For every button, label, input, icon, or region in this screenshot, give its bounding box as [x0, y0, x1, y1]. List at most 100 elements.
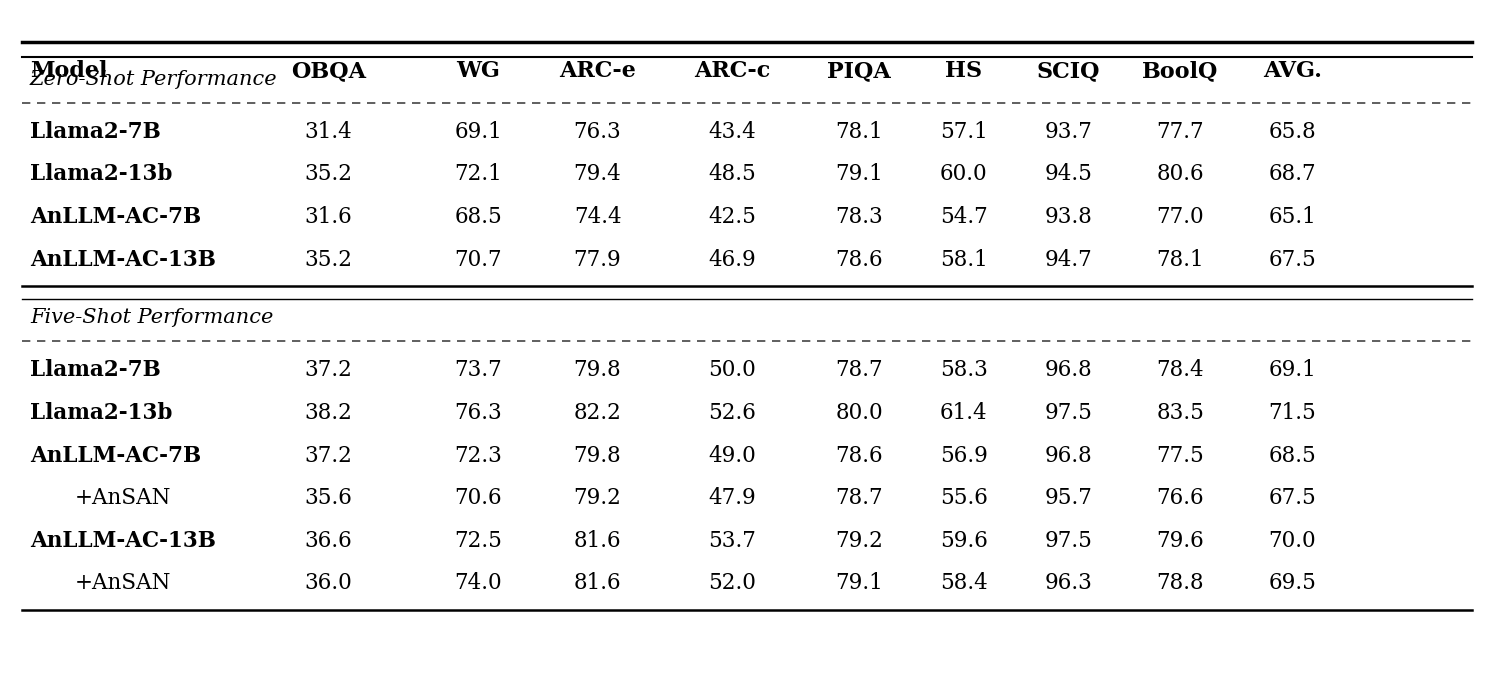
Text: 74.0: 74.0	[454, 573, 502, 594]
Text: AnLLM-AC-7B: AnLLM-AC-7B	[30, 206, 202, 228]
Text: Five-Shot Performance: Five-Shot Performance	[30, 308, 273, 327]
Text: +AnSAN: +AnSAN	[75, 573, 172, 594]
Text: 58.3: 58.3	[940, 360, 988, 381]
Text: AnLLM-AC-13B: AnLLM-AC-13B	[30, 530, 215, 552]
Text: 74.4: 74.4	[574, 206, 622, 228]
Text: +AnSAN: +AnSAN	[75, 487, 172, 509]
Text: 57.1: 57.1	[940, 121, 988, 143]
Text: 54.7: 54.7	[940, 206, 988, 228]
Text: 35.6: 35.6	[305, 487, 353, 509]
Text: 71.5: 71.5	[1268, 402, 1316, 424]
Text: 79.8: 79.8	[574, 445, 622, 466]
Text: 35.2: 35.2	[305, 249, 353, 270]
Text: 78.4: 78.4	[1156, 360, 1204, 381]
Text: 72.1: 72.1	[454, 164, 502, 185]
Text: 76.3: 76.3	[574, 121, 622, 143]
Text: 77.5: 77.5	[1156, 445, 1204, 466]
Text: 60.0: 60.0	[940, 164, 988, 185]
Text: 97.5: 97.5	[1044, 402, 1092, 424]
Text: 69.1: 69.1	[454, 121, 502, 143]
Text: 79.2: 79.2	[574, 487, 622, 509]
Text: 55.6: 55.6	[940, 487, 988, 509]
Text: 77.0: 77.0	[1156, 206, 1204, 228]
Text: 76.6: 76.6	[1156, 487, 1204, 509]
Text: 78.1: 78.1	[1156, 249, 1204, 270]
Text: 79.4: 79.4	[574, 164, 622, 185]
Text: 69.1: 69.1	[1268, 360, 1316, 381]
Text: WG: WG	[456, 60, 500, 82]
Text: 52.6: 52.6	[708, 402, 756, 424]
Text: Llama2-13b: Llama2-13b	[30, 402, 172, 424]
Text: 37.2: 37.2	[305, 360, 353, 381]
Text: 77.7: 77.7	[1156, 121, 1204, 143]
Text: SCIQ: SCIQ	[1037, 60, 1100, 82]
Text: 53.7: 53.7	[708, 530, 756, 552]
Text: 94.5: 94.5	[1044, 164, 1092, 185]
Text: ARC-c: ARC-c	[693, 60, 771, 82]
Text: 93.8: 93.8	[1044, 206, 1092, 228]
Text: 79.8: 79.8	[574, 360, 622, 381]
Text: 78.6: 78.6	[835, 445, 883, 466]
Text: 83.5: 83.5	[1156, 402, 1204, 424]
Text: 78.7: 78.7	[835, 360, 883, 381]
Text: 36.6: 36.6	[305, 530, 353, 552]
Text: 94.7: 94.7	[1044, 249, 1092, 270]
Text: 81.6: 81.6	[574, 573, 622, 594]
Text: 65.1: 65.1	[1268, 206, 1316, 228]
Text: 58.4: 58.4	[940, 573, 988, 594]
Text: 72.3: 72.3	[454, 445, 502, 466]
Text: 78.3: 78.3	[835, 206, 883, 228]
Text: BoolQ: BoolQ	[1141, 60, 1219, 82]
Text: 31.6: 31.6	[305, 206, 353, 228]
Text: 79.6: 79.6	[1156, 530, 1204, 552]
Text: Llama2-7B: Llama2-7B	[30, 360, 161, 381]
Text: AnLLM-AC-7B: AnLLM-AC-7B	[30, 445, 202, 466]
Text: 79.1: 79.1	[835, 164, 883, 185]
Text: 82.2: 82.2	[574, 402, 622, 424]
Text: 52.0: 52.0	[708, 573, 756, 594]
Text: 73.7: 73.7	[454, 360, 502, 381]
Text: 49.0: 49.0	[708, 445, 756, 466]
Text: 97.5: 97.5	[1044, 530, 1092, 552]
Text: Llama2-13b: Llama2-13b	[30, 164, 172, 185]
Text: 47.9: 47.9	[708, 487, 756, 509]
Text: AnLLM-AC-13B: AnLLM-AC-13B	[30, 249, 215, 270]
Text: 70.6: 70.6	[454, 487, 502, 509]
Text: 96.3: 96.3	[1044, 573, 1092, 594]
Text: 37.2: 37.2	[305, 445, 353, 466]
Text: 61.4: 61.4	[940, 402, 988, 424]
Text: 78.8: 78.8	[1156, 573, 1204, 594]
Text: 56.9: 56.9	[940, 445, 988, 466]
Text: 80.6: 80.6	[1156, 164, 1204, 185]
Text: 96.8: 96.8	[1044, 360, 1092, 381]
Text: Model: Model	[30, 60, 108, 82]
Text: 69.5: 69.5	[1268, 573, 1316, 594]
Text: OBQA: OBQA	[291, 60, 366, 82]
Text: Llama2-7B: Llama2-7B	[30, 121, 161, 143]
Text: 72.5: 72.5	[454, 530, 502, 552]
Text: 38.2: 38.2	[305, 402, 353, 424]
Text: 58.1: 58.1	[940, 249, 988, 270]
Text: 76.3: 76.3	[454, 402, 502, 424]
Text: ARC-e: ARC-e	[559, 60, 636, 82]
Text: 78.7: 78.7	[835, 487, 883, 509]
Text: 48.5: 48.5	[708, 164, 756, 185]
Text: HS: HS	[946, 60, 982, 82]
Text: 68.7: 68.7	[1268, 164, 1316, 185]
Text: 81.6: 81.6	[574, 530, 622, 552]
Text: 77.9: 77.9	[574, 249, 622, 270]
Text: 59.6: 59.6	[940, 530, 988, 552]
Text: 46.9: 46.9	[708, 249, 756, 270]
Text: 78.1: 78.1	[835, 121, 883, 143]
Text: 70.7: 70.7	[454, 249, 502, 270]
Text: 96.8: 96.8	[1044, 445, 1092, 466]
Text: 95.7: 95.7	[1044, 487, 1092, 509]
Text: 31.4: 31.4	[305, 121, 353, 143]
Text: 78.6: 78.6	[835, 249, 883, 270]
Text: 67.5: 67.5	[1268, 487, 1316, 509]
Text: 70.0: 70.0	[1268, 530, 1316, 552]
Text: 68.5: 68.5	[454, 206, 502, 228]
Text: 43.4: 43.4	[708, 121, 756, 143]
Text: 80.0: 80.0	[835, 402, 883, 424]
Text: 65.8: 65.8	[1268, 121, 1316, 143]
